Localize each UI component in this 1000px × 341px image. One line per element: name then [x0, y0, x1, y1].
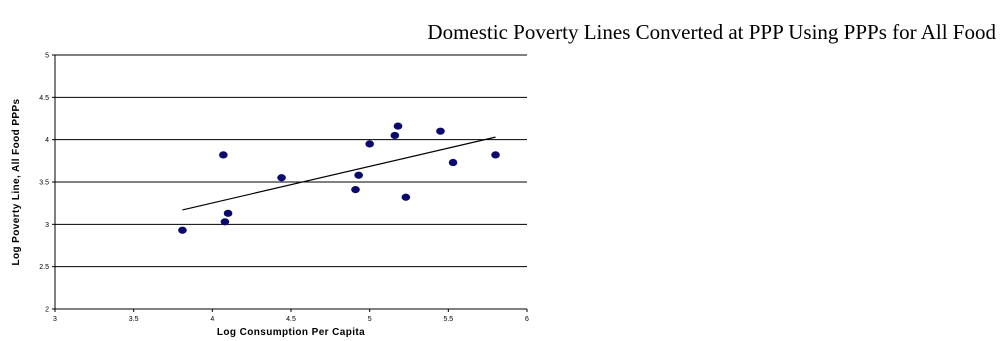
x-tick-label: 3.5 [129, 316, 139, 323]
gridlines [55, 54, 527, 268]
axes [52, 54, 528, 312]
data-point [220, 218, 230, 226]
y-tick-label: 3.5 [39, 180, 49, 187]
chart-title: Domestic Poverty Lines Converted at PPP … [427, 20, 996, 44]
data-points [178, 122, 500, 234]
data-point [390, 131, 400, 140]
data-point [354, 171, 363, 179]
x-tick-label: 4 [210, 316, 214, 323]
data-point [178, 226, 187, 234]
y-tick-label: 3 [45, 222, 49, 229]
scatter-chart: 2 2.5 3 3.5 4 4.5 5 3 3.5 4 4.5 5 5.5 6 Log Consumpti… [11, 53, 529, 339]
data-point [436, 127, 445, 135]
data-point [365, 140, 374, 148]
trendline [182, 136, 496, 211]
data-point [401, 193, 411, 201]
y-tick-label: 4 [45, 137, 49, 144]
data-point [351, 186, 360, 194]
data-point [277, 174, 286, 182]
data-point [223, 209, 233, 217]
data-point [393, 122, 403, 130]
y-tick-label: 2.5 [39, 264, 49, 271]
trendline-layer [182, 136, 496, 211]
y-tick-label: 5 [45, 53, 49, 60]
data-point [219, 151, 228, 159]
y-axis-title: Log Poverty Line, All Food PPPs [11, 98, 22, 265]
x-axis-title: Log Consumption Per Capita [217, 327, 365, 338]
data-point [448, 158, 458, 167]
x-tick-label: 6 [525, 316, 529, 323]
y-tick-label: 2 [45, 307, 49, 314]
x-tick-label: 5.5 [443, 316, 453, 323]
y-tick-label: 4.5 [39, 95, 49, 102]
x-tick-label: 4.5 [286, 316, 296, 323]
x-tick-label: 3 [53, 316, 57, 323]
tick-labels: 2 2.5 3 3.5 4 4.5 5 3 3.5 4 4.5 5 5.5 6 [39, 53, 529, 324]
x-tick-label: 5 [368, 316, 372, 323]
data-point [491, 151, 500, 159]
